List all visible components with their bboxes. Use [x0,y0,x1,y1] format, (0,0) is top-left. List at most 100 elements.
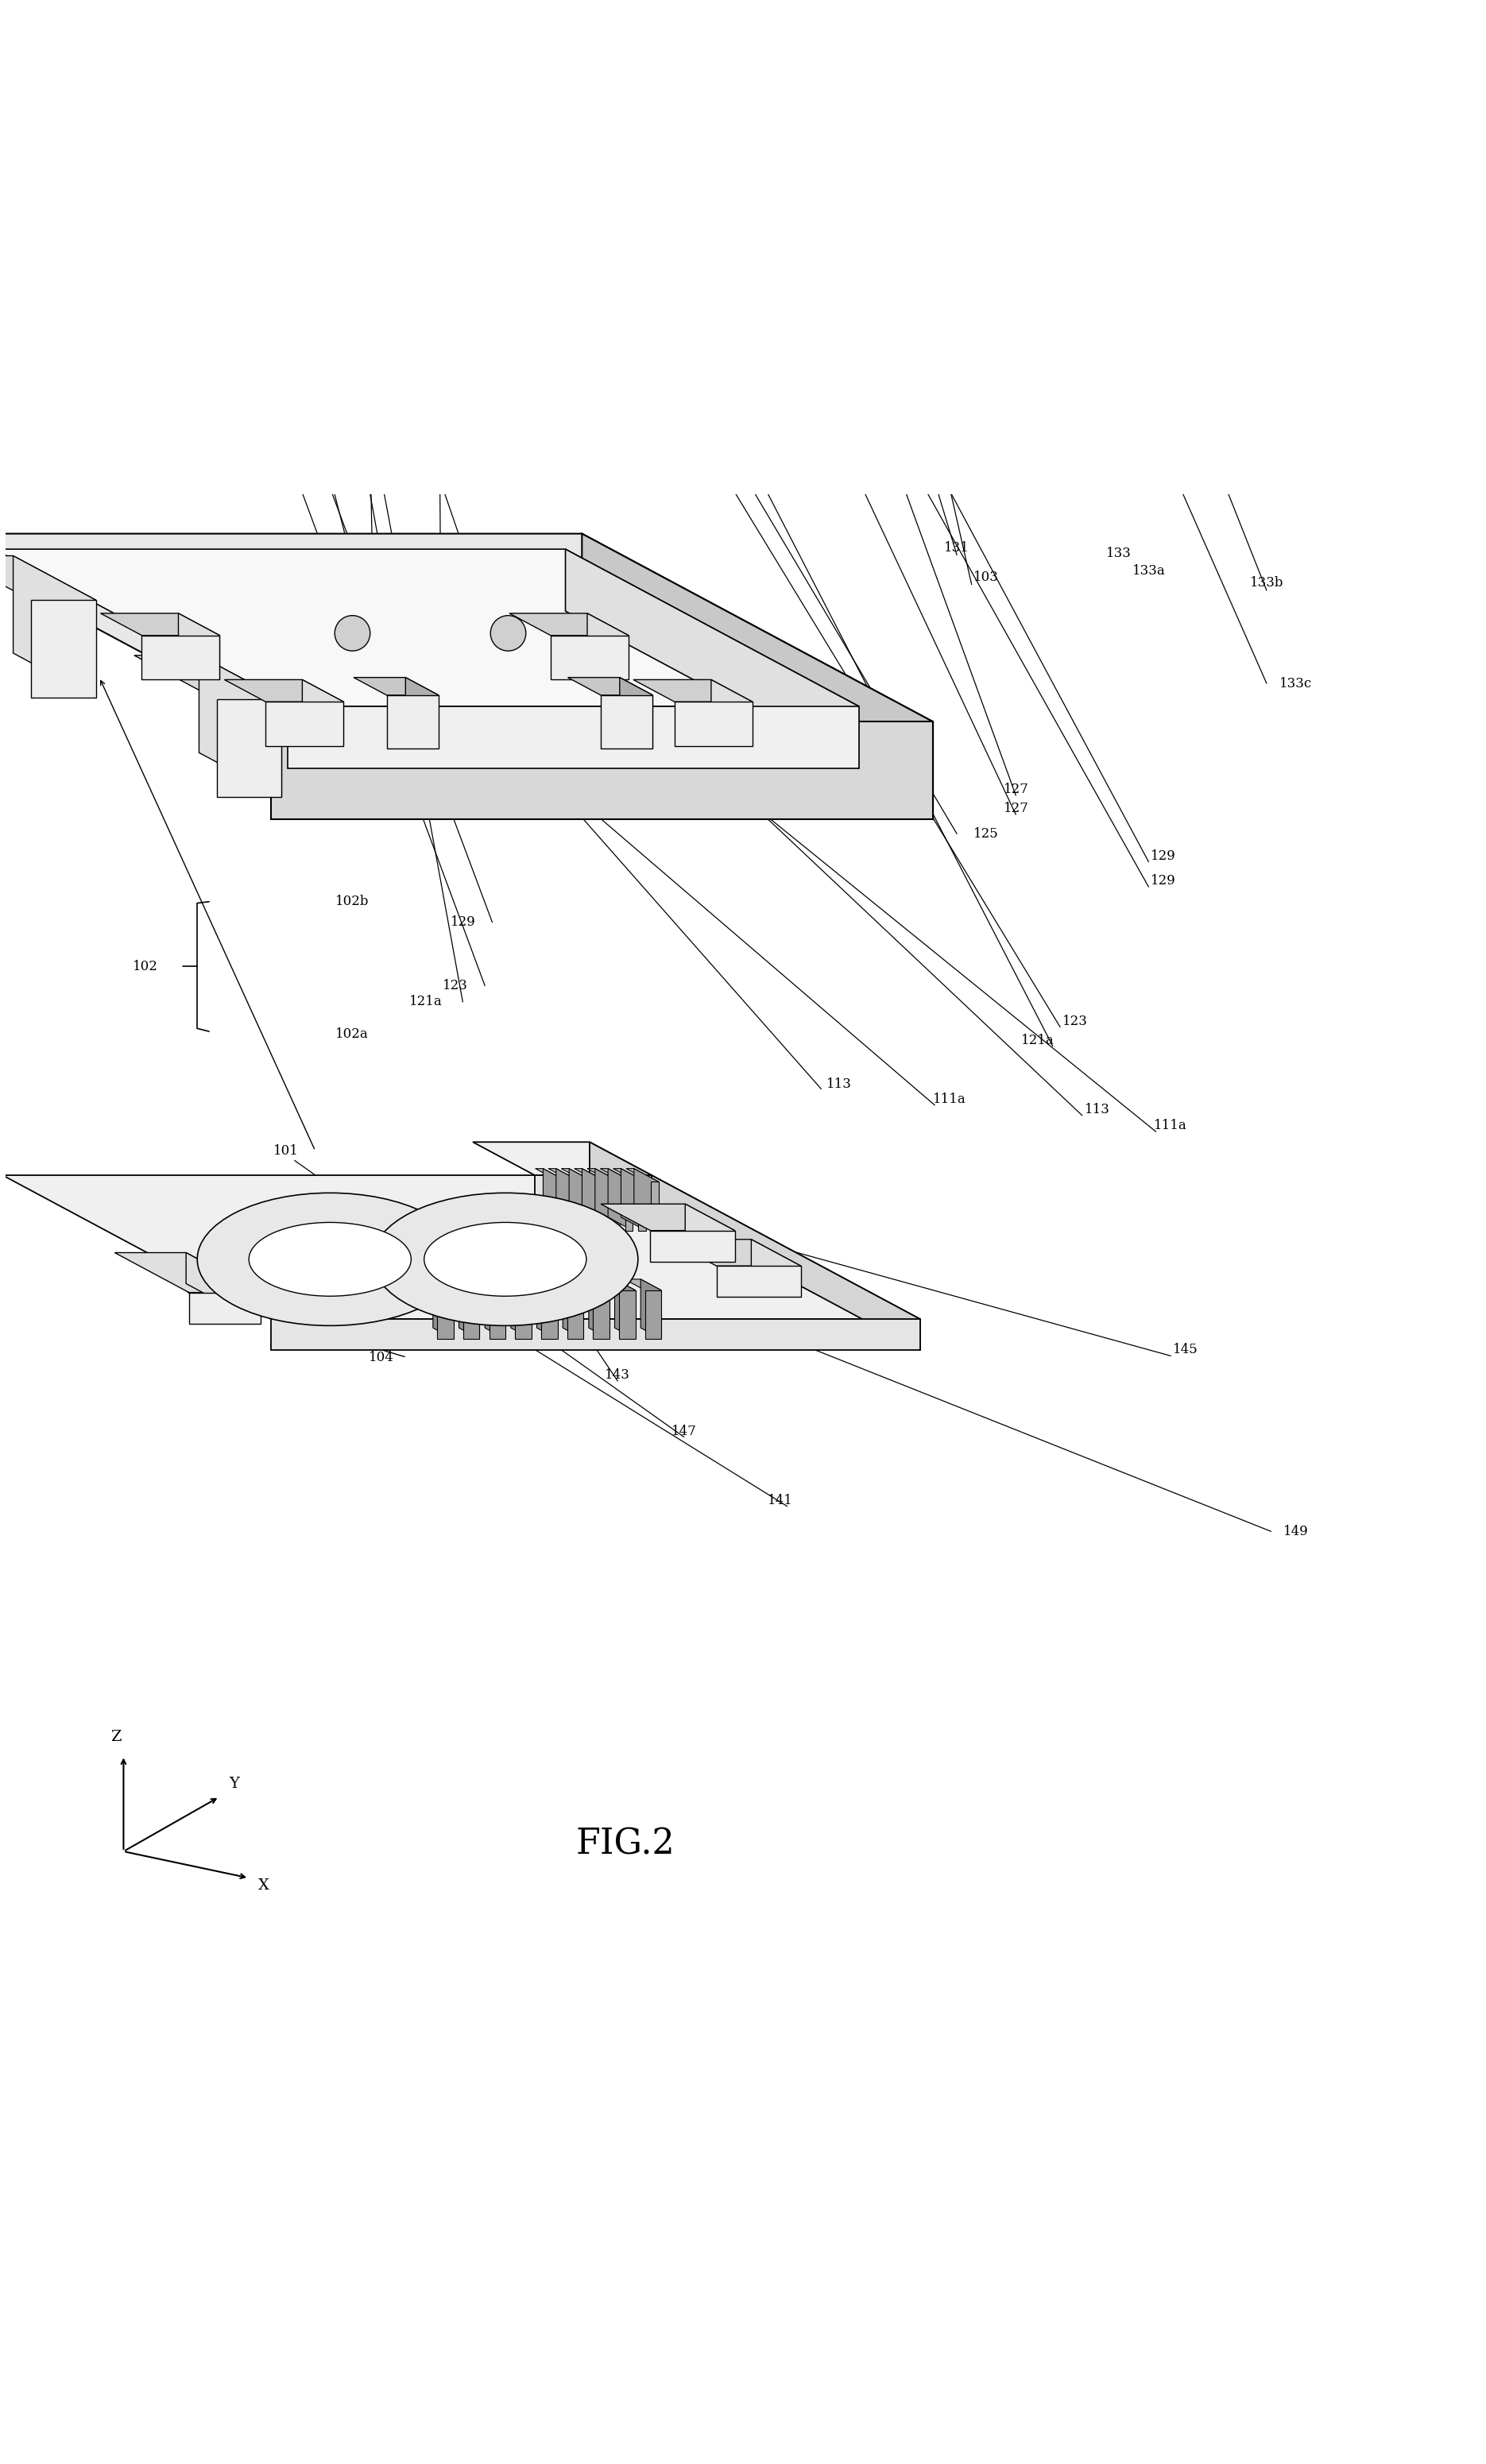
Polygon shape [535,1175,651,1207]
Polygon shape [254,394,851,439]
Circle shape [221,313,275,365]
Polygon shape [302,680,343,747]
Polygon shape [651,1230,734,1262]
Polygon shape [585,1183,594,1230]
Text: 100: 100 [424,537,458,554]
Text: 126: 126 [346,727,372,739]
Text: 102b: 102b [336,894,369,909]
Text: 111a: 111a [1155,1119,1187,1133]
Polygon shape [270,722,933,818]
Text: 145: 145 [1172,1343,1198,1358]
Text: 133b: 133b [351,670,383,683]
Polygon shape [141,636,220,680]
Polygon shape [583,0,933,222]
Polygon shape [587,1168,620,1183]
Polygon shape [600,695,652,749]
Polygon shape [541,1291,557,1338]
Text: 111a: 111a [933,1092,966,1106]
Polygon shape [640,1279,661,1338]
Polygon shape [0,0,933,187]
Polygon shape [620,1291,636,1338]
Polygon shape [535,1168,568,1183]
Polygon shape [583,232,933,466]
Text: 123: 123 [443,978,468,993]
Polygon shape [266,702,343,747]
Polygon shape [468,1279,505,1291]
Text: 121a: 121a [1021,1032,1055,1047]
Polygon shape [88,103,153,138]
Circle shape [129,30,177,76]
Circle shape [489,118,536,165]
Polygon shape [626,1183,633,1230]
Ellipse shape [198,1193,462,1326]
Polygon shape [484,1279,505,1338]
Polygon shape [3,1175,920,1318]
Text: 123: 123 [1062,1015,1088,1027]
Polygon shape [600,1168,633,1183]
Polygon shape [186,1252,260,1323]
Polygon shape [588,1279,609,1338]
Polygon shape [572,1279,609,1291]
Polygon shape [550,15,835,187]
Text: 133b: 133b [1250,577,1284,589]
Polygon shape [18,251,835,404]
Text: Y: Y [229,1777,239,1791]
Circle shape [490,616,526,650]
Polygon shape [354,678,438,695]
Polygon shape [18,15,835,168]
Text: 127: 127 [1003,801,1028,816]
Circle shape [334,616,370,650]
Polygon shape [199,655,282,796]
Polygon shape [712,680,752,747]
Polygon shape [270,1318,920,1350]
Polygon shape [562,1168,594,1183]
Polygon shape [565,549,859,769]
Polygon shape [386,695,438,749]
Polygon shape [158,298,199,382]
Circle shape [684,118,731,165]
Polygon shape [594,1168,620,1230]
Polygon shape [0,549,859,707]
Circle shape [306,131,330,153]
Polygon shape [270,421,933,466]
Polygon shape [0,557,95,601]
Polygon shape [406,678,438,749]
Circle shape [531,42,554,67]
Polygon shape [568,1291,584,1338]
Polygon shape [612,1183,620,1230]
Polygon shape [583,535,933,818]
Polygon shape [0,232,933,421]
Text: 100: 100 [424,537,458,554]
Polygon shape [615,1279,636,1338]
Ellipse shape [424,1222,587,1296]
Circle shape [294,118,342,165]
Circle shape [611,313,664,365]
Polygon shape [635,1168,658,1230]
Circle shape [501,131,525,153]
Polygon shape [303,404,835,426]
Text: 127: 127 [1003,784,1028,796]
Polygon shape [459,1279,480,1338]
Polygon shape [624,1279,661,1291]
Polygon shape [516,1291,532,1338]
Polygon shape [752,1239,801,1296]
Polygon shape [473,1141,651,1175]
Polygon shape [587,614,629,680]
Polygon shape [685,1205,734,1262]
Text: 129: 129 [450,917,476,929]
Text: X: X [259,1878,269,1892]
Ellipse shape [373,1193,637,1326]
Polygon shape [563,1279,584,1338]
Polygon shape [569,1168,594,1230]
Polygon shape [645,1291,661,1338]
Polygon shape [716,1266,801,1296]
Text: 101: 101 [273,1143,299,1158]
Polygon shape [134,655,282,700]
Text: 102a: 102a [336,1027,369,1042]
Text: 131: 131 [944,542,969,554]
Polygon shape [48,81,153,103]
Polygon shape [822,379,851,439]
Polygon shape [0,254,620,271]
Text: 104: 104 [369,1350,394,1365]
Polygon shape [583,1168,606,1230]
